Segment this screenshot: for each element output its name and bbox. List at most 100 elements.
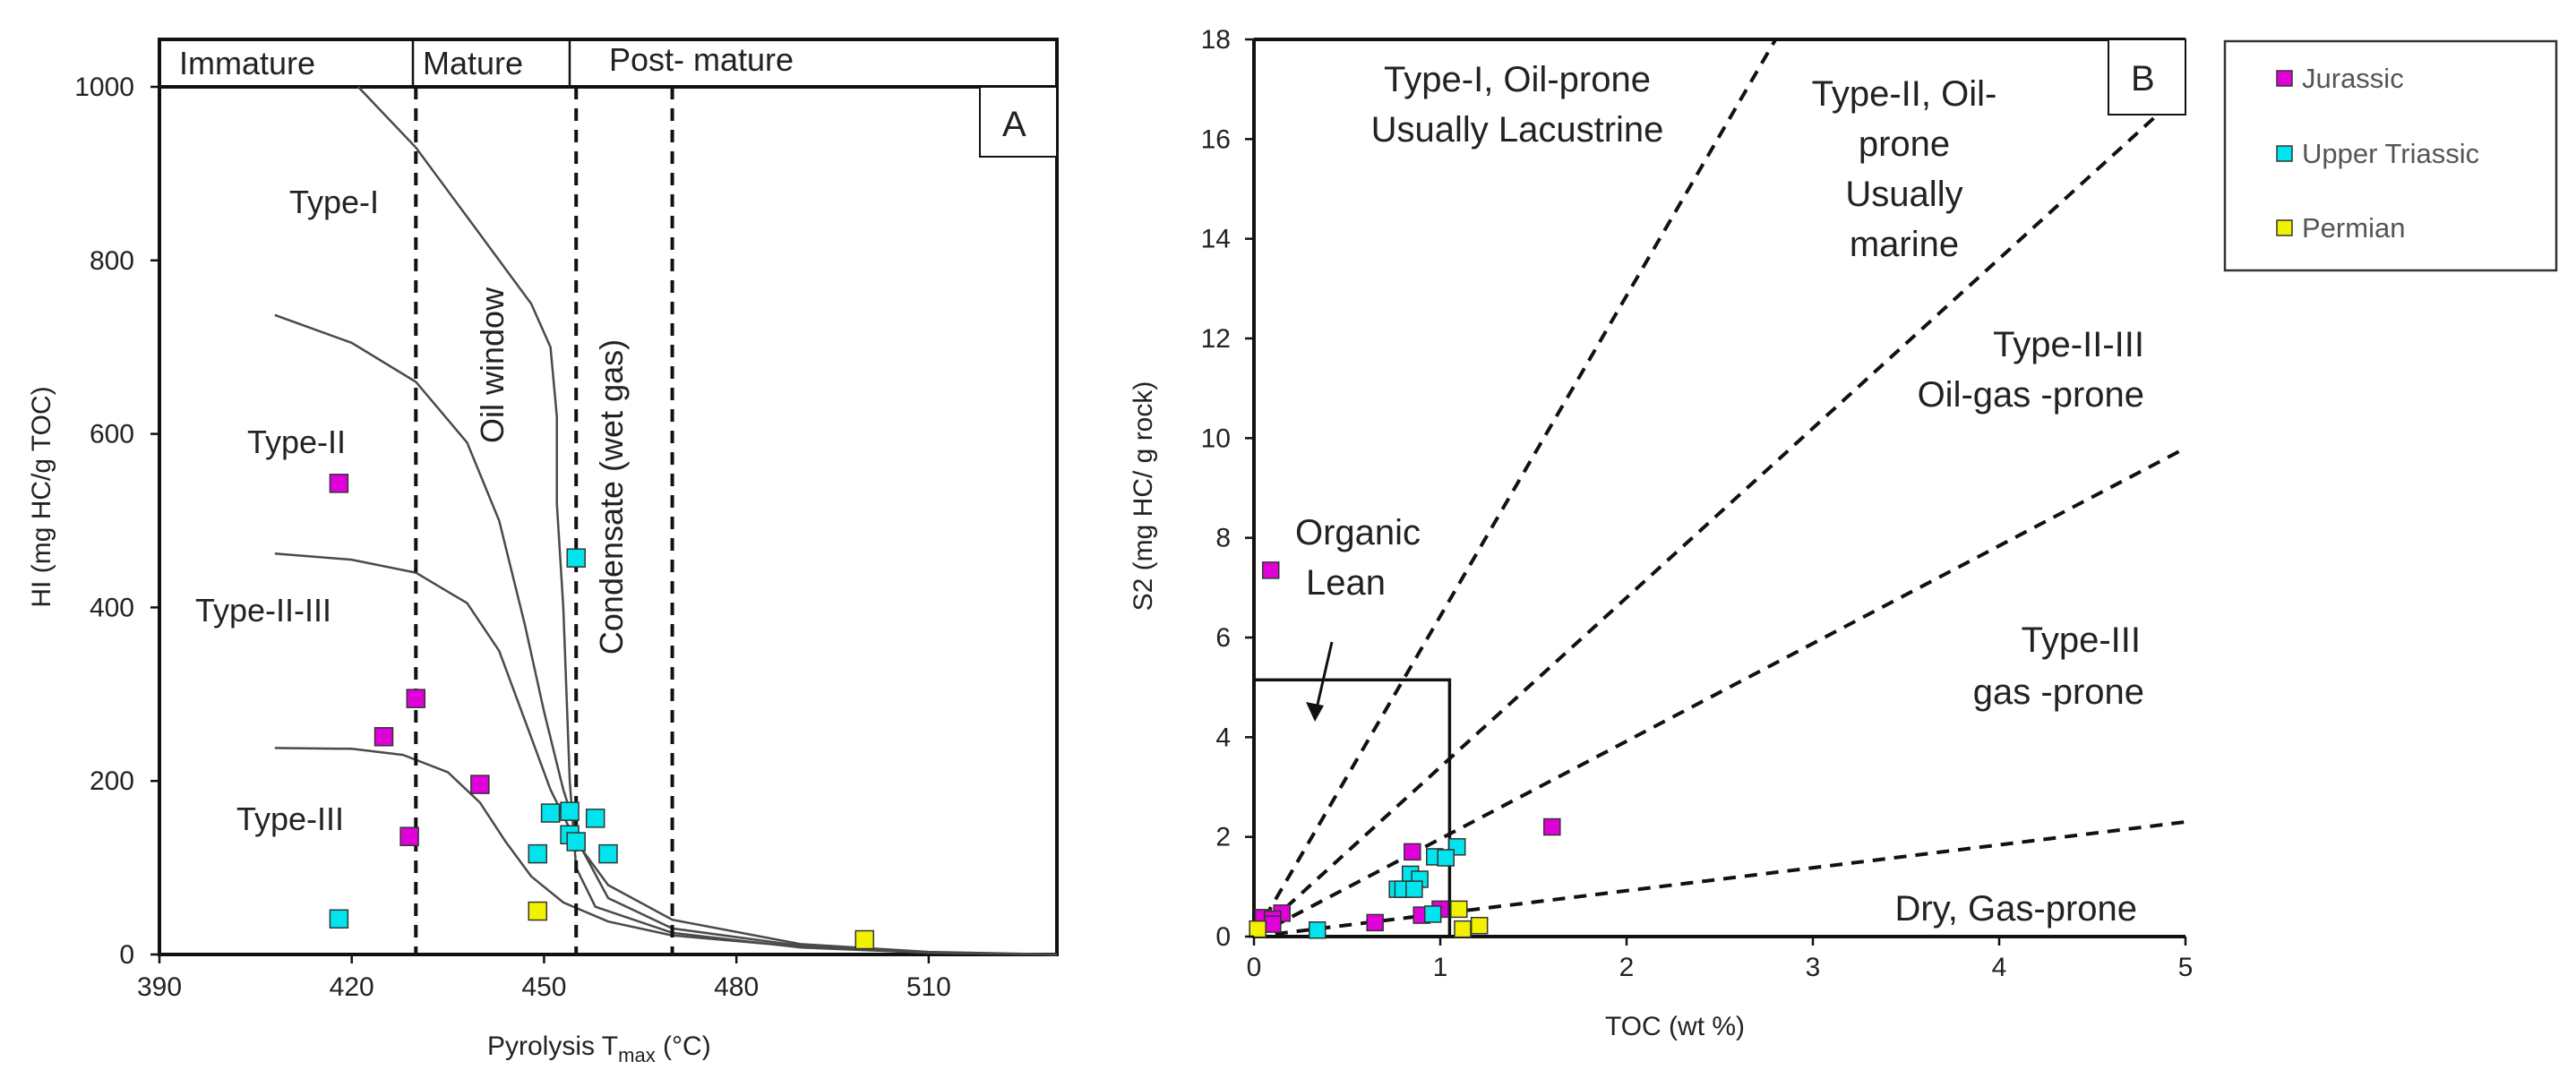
y-tick-label: 2 [1215, 823, 1231, 852]
type-ii-label: Type-II [247, 424, 346, 460]
data-point-upper-triassic [566, 832, 586, 852]
panel-b-x-ticks: 0 1 2 3 4 5 [1247, 937, 2194, 982]
panel-b-data-points [1249, 561, 1561, 939]
y-tick-label: 18 [1201, 25, 1231, 55]
panel-a-label-box [979, 86, 1058, 158]
organic-lean-label-1: Organic [1295, 513, 1421, 552]
data-point-upper-triassic [566, 548, 586, 568]
x-tick-label: 450 [521, 972, 566, 1002]
legend-swatch-jurassic [2276, 70, 2293, 87]
x-tick-label: 480 [714, 972, 759, 1002]
y-tick-label: 16 [1201, 124, 1231, 154]
data-point-jurassic [329, 474, 349, 493]
type-ii-region-label-4: marine [1850, 225, 1959, 264]
x-tick-label: 2 [1619, 953, 1635, 982]
maturity-label-immature: Immature [179, 45, 315, 81]
panel-b-chart: Organic Lean B Type-I, Oil-prone Usually… [1129, 25, 2193, 1041]
legend-label-upper-triassic: Upper Triassic [2302, 138, 2479, 169]
panel-a-chart: Immature Mature Post- mature A Oil windo… [27, 38, 1059, 1066]
type-ii-iii-label: Type-II-III [195, 592, 331, 629]
x-tick-label: 420 [330, 972, 374, 1002]
data-point-upper-triassic [598, 843, 618, 864]
y-tick-label: 400 [90, 593, 134, 622]
data-point-jurassic [470, 775, 490, 794]
curve-type-iii [274, 747, 1058, 956]
dry-gas-region-label: Dry, Gas-prone [1895, 889, 2137, 929]
data-point-upper-triassic [329, 909, 349, 929]
data-point-upper-triassic [528, 843, 548, 864]
y-tick-label: 6 [1215, 623, 1231, 653]
maturity-boundary-lines [414, 87, 674, 954]
panel-b-y-axis-title: S2 (mg HC/ g rock) [1129, 381, 1158, 612]
panel-b-frame [1252, 38, 2185, 938]
legend-swatch-upper-triassic [2276, 145, 2293, 162]
panel-a-y-ticks: 0 200 400 600 800 1000 [74, 73, 159, 970]
panel-b-label: B [2131, 59, 2155, 98]
kerogen-boundary-line [1252, 88, 2187, 938]
y-tick-label: 4 [1215, 723, 1231, 752]
y-tick-label: 14 [1201, 225, 1231, 254]
organic-lean-box [1252, 678, 1452, 938]
type-iii-region-label-1: Type-III [2022, 621, 2141, 660]
type-i-label: Type-I [289, 184, 379, 220]
x-tick-label: 5 [2178, 953, 2194, 982]
y-tick-label: 0 [119, 940, 134, 970]
y-tick-label: 1000 [74, 73, 134, 102]
data-point-jurassic [406, 689, 426, 708]
x-tick-label: 390 [137, 972, 182, 1002]
legend: Jurassic Upper Triassic Permian [2223, 39, 2558, 272]
panel-a-x-ticks: 390 420 450 480 510 [137, 954, 951, 1002]
data-point-upper-triassic [1423, 905, 1442, 923]
panel-a-label: A [1002, 105, 1026, 144]
x-tick-label: 510 [906, 972, 951, 1002]
oil-window-label: Oil window [474, 287, 511, 443]
data-point-permian [854, 929, 875, 950]
data-point-upper-triassic [540, 803, 561, 823]
kerogen-type-curves [274, 86, 1058, 956]
data-point-jurassic [1366, 913, 1384, 932]
data-point-upper-triassic [1308, 921, 1327, 939]
type-i-region-label-1: Type-I, Oil-prone [1384, 60, 1651, 99]
maturity-label-post-mature: Post- mature [609, 41, 794, 78]
panel-b-y-ticks: 0 2 4 6 8 10 12 14 16 18 [1201, 25, 1254, 952]
data-point-permian [528, 901, 548, 921]
data-point-jurassic [374, 727, 394, 747]
data-point-upper-triassic [585, 809, 605, 828]
y-tick-label: 12 [1201, 324, 1231, 354]
data-point-jurassic [1264, 915, 1282, 933]
panel-a-y-axis-title: HI (mg HC/g TOC) [27, 386, 56, 607]
legend-label-jurassic: Jurassic [2302, 63, 2404, 94]
data-point-permian [1470, 917, 1489, 935]
type-ii-iii-region-label-2: Oil-gas -prone [1918, 375, 2144, 415]
x-tick-label: 0 [1247, 953, 1262, 982]
maturity-label-mature: Mature [423, 45, 523, 81]
y-tick-label: 200 [90, 766, 134, 796]
curve-type-ii-iii [274, 552, 1058, 956]
kerogen-boundary-lines [1252, 38, 2187, 938]
data-point-permian [1454, 920, 1472, 938]
type-ii-region-label-2: prone [1859, 124, 1950, 164]
curve-type-ii [274, 313, 1058, 956]
data-point-permian [1450, 900, 1468, 919]
type-iii-region-label-2: gas -prone [1973, 672, 2144, 712]
x-tick-label: 3 [1806, 953, 1821, 982]
data-point-upper-triassic [560, 801, 580, 821]
condensate-label: Condensate (wet gas) [593, 339, 630, 655]
y-tick-label: 800 [90, 246, 134, 276]
panel-a-data-points [329, 474, 875, 950]
type-i-region-label-2: Usually Lacustrine [1371, 110, 1664, 150]
panel-a-frame [158, 38, 1059, 956]
type-iii-label: Type-III [236, 800, 344, 837]
panel-b-x-axis-title: TOC (wt %) [1605, 1012, 1745, 1041]
x-tick-label: 1 [1433, 953, 1448, 982]
data-point-upper-triassic [1437, 849, 1455, 867]
y-tick-label: 0 [1215, 922, 1231, 952]
y-tick-label: 10 [1201, 424, 1231, 453]
organic-lean-label-2: Lean [1306, 563, 1386, 603]
data-point-jurassic [1543, 817, 1561, 836]
type-ii-region-label-1: Type-II, Oil- [1812, 74, 1997, 114]
curve-type-i [356, 86, 1058, 956]
legend-swatch-permian [2276, 219, 2293, 236]
organic-lean-arrow-head [1306, 702, 1324, 722]
